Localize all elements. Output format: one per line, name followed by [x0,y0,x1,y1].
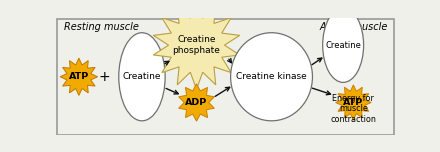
Text: +: + [99,70,110,84]
Text: ADP: ADP [185,98,208,107]
Polygon shape [179,84,214,121]
Text: Creatine kinase: Creatine kinase [236,72,307,81]
Polygon shape [336,85,371,120]
Text: Creatine
phosphate: Creatine phosphate [172,35,220,55]
Text: ATP: ATP [69,72,89,81]
Ellipse shape [323,8,363,82]
FancyBboxPatch shape [57,19,394,135]
Text: Active muscle: Active muscle [319,22,388,32]
Text: Creatine: Creatine [123,72,161,81]
Polygon shape [153,1,240,89]
Text: Resting muscle: Resting muscle [63,22,139,32]
Ellipse shape [119,33,165,121]
Text: Energy for
muscle
contraction: Energy for muscle contraction [330,94,376,124]
Text: Creatine: Creatine [325,41,361,50]
Text: ATP: ATP [343,98,363,107]
Polygon shape [60,58,98,95]
Ellipse shape [231,33,312,121]
